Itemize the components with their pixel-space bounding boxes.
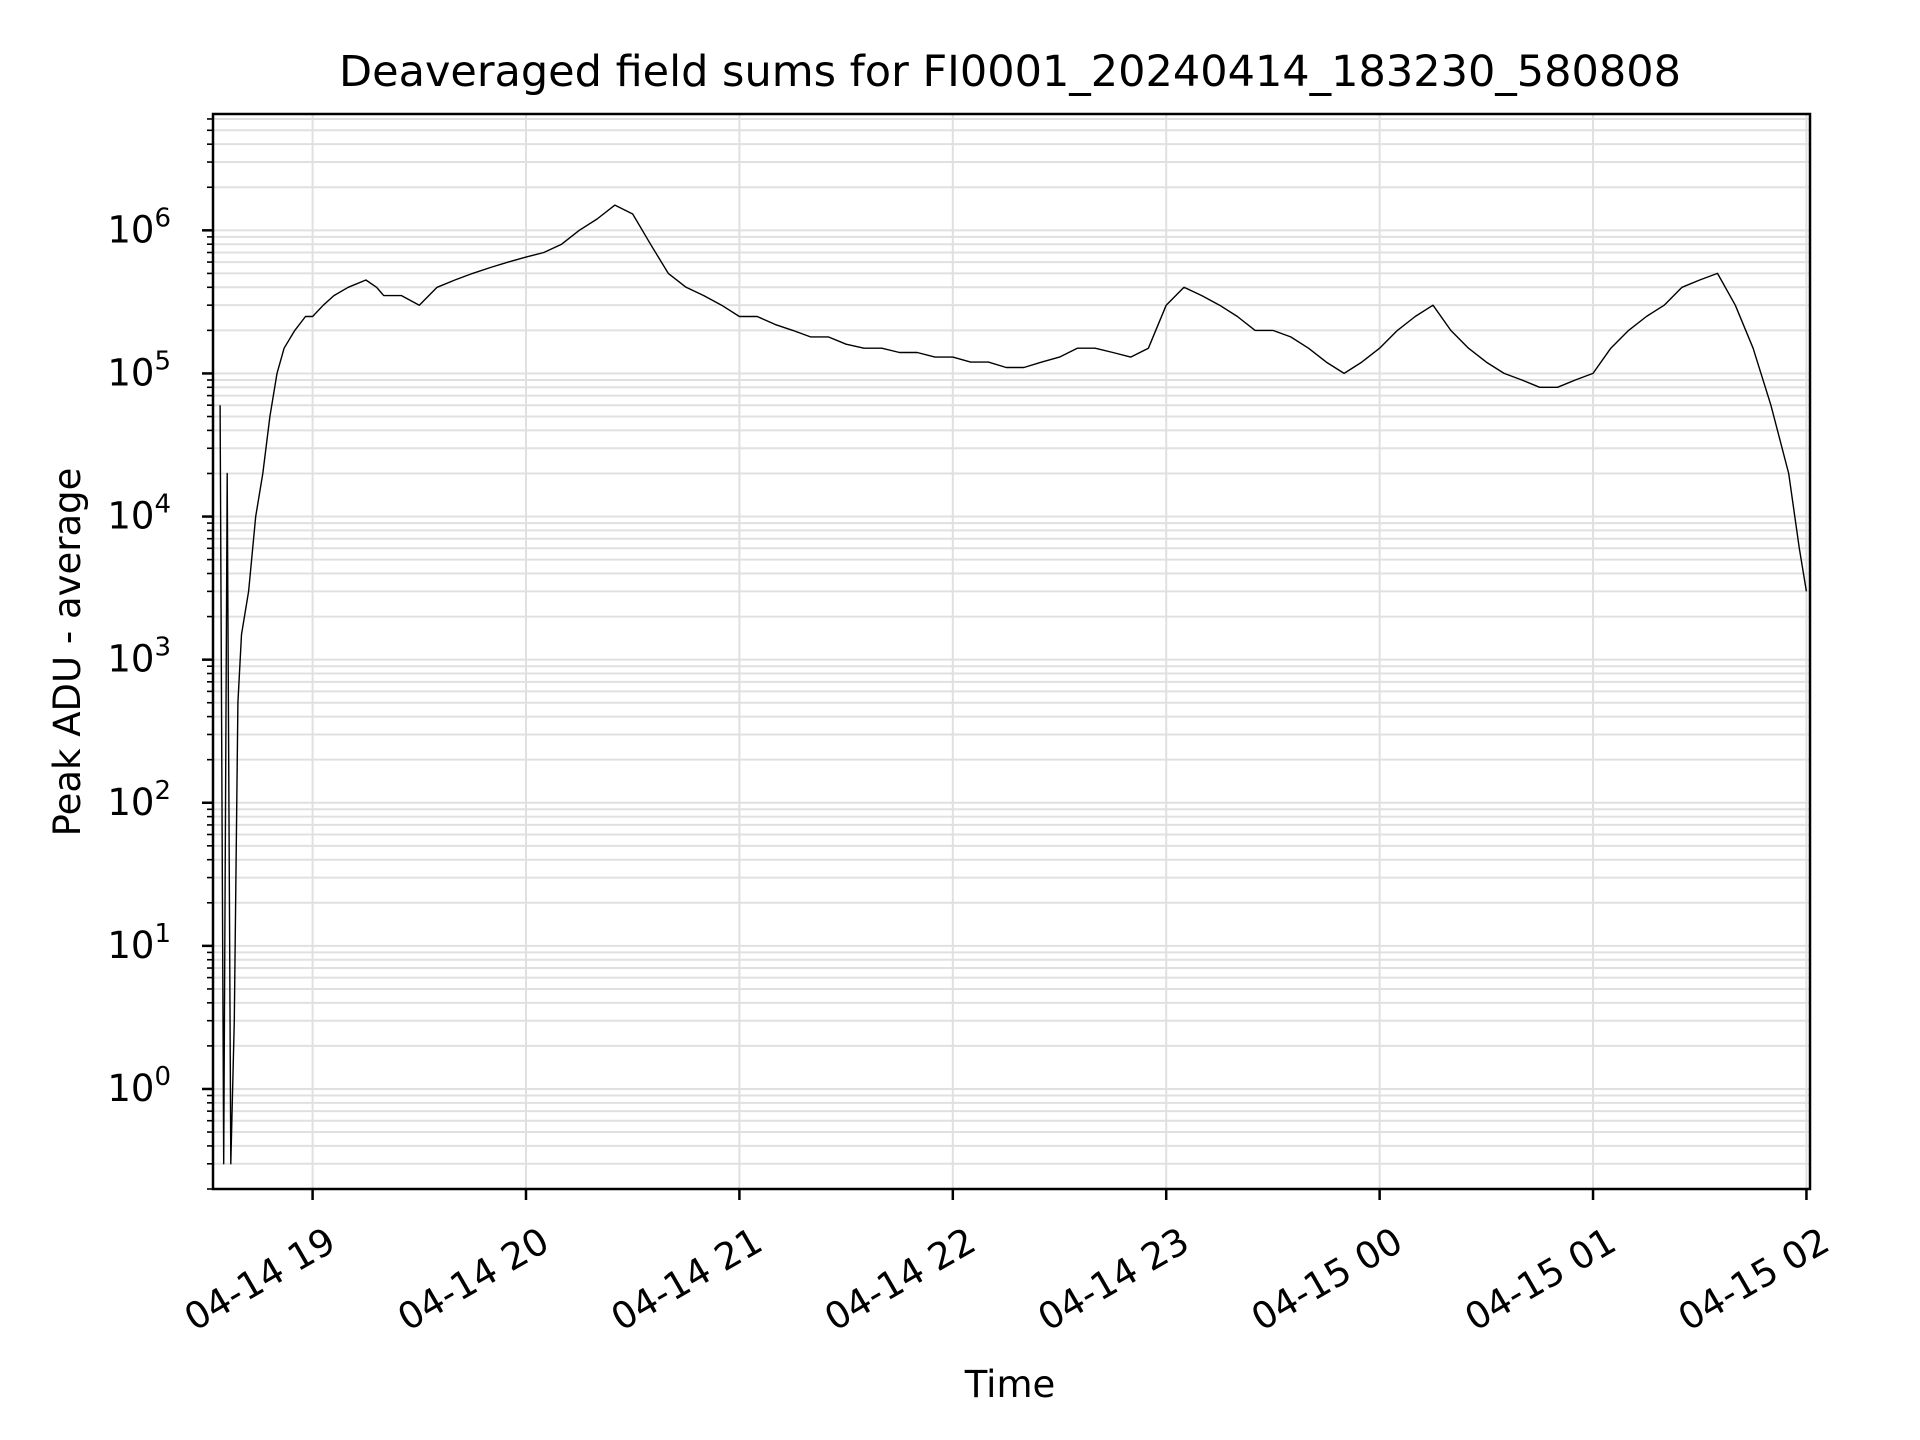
x-axis-label: Time <box>964 1363 1056 1406</box>
x-tick-label: 04-15 02 <box>1671 1219 1837 1339</box>
series-layer <box>219 204 1808 1165</box>
y-tick-label: 102 <box>107 776 171 824</box>
y-axis: 100 101 102 103 104 105 106 <box>107 118 213 1190</box>
series-line <box>219 204 1808 1165</box>
y-tick-label: 103 <box>107 633 171 681</box>
x-axis: 04-14 19 04-14 20 04-14 21 04-14 22 04-14 23… <box>177 1189 1837 1340</box>
chart-title: Deaveraged field sums for FI0001_2024041… <box>339 47 1681 97</box>
x-tick-label: 04-14 23 <box>1031 1219 1197 1339</box>
plot-frame <box>211 112 1812 1191</box>
x-tick-label: 04-14 22 <box>817 1219 983 1339</box>
y-tick-label: 106 <box>107 203 171 251</box>
grid <box>213 114 1810 1190</box>
y-tick-label: 104 <box>107 490 171 538</box>
x-tick-label: 04-14 21 <box>604 1219 770 1339</box>
x-tick-label: 04-15 01 <box>1458 1219 1624 1339</box>
y-axis-label: Peak ADU - average <box>46 468 89 837</box>
y-tick-label: 100 <box>107 1062 171 1110</box>
x-tick-label: 04-14 20 <box>391 1219 557 1339</box>
x-tick-label: 04-14 19 <box>177 1219 343 1339</box>
y-tick-label: 105 <box>107 346 171 394</box>
x-tick-label: 04-15 00 <box>1244 1219 1410 1339</box>
y-tick-label: 101 <box>107 919 171 967</box>
